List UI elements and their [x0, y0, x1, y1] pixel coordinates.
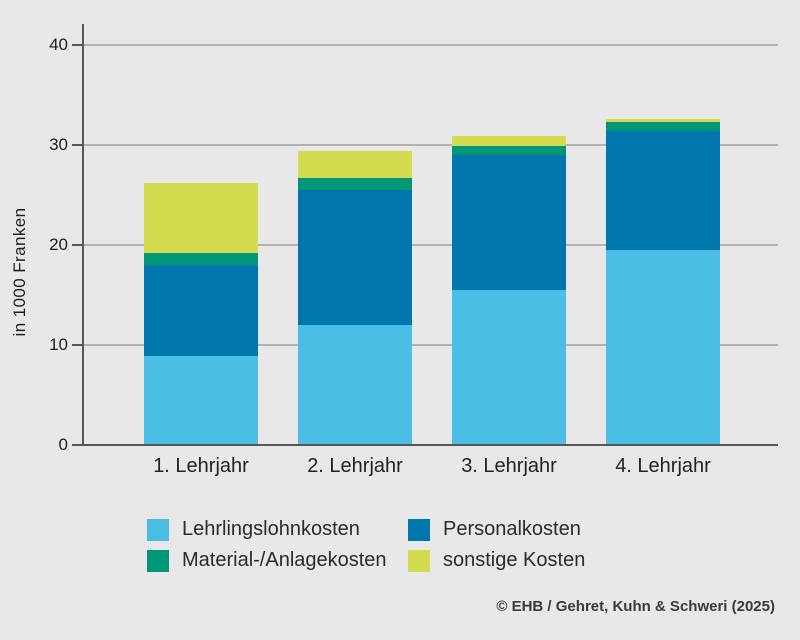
bar-segment-material-anlagekosten [452, 146, 566, 155]
bar-segment-material-anlagekosten [298, 178, 412, 190]
y-tick-label-10: 10 [49, 335, 68, 354]
y-tick-label-0: 0 [58, 435, 68, 454]
legend-swatch-icon [147, 549, 169, 572]
bar-segment-sonstige-kosten [606, 119, 720, 122]
bar-2-lehrjahr [298, 151, 412, 445]
bar-segment-personalkosten [606, 131, 720, 250]
bar-4-lehrjahr [606, 119, 720, 445]
y-tick-label-40: 40 [49, 35, 68, 54]
y-axis-tick-40 [72, 44, 84, 46]
legend-item-personalkosten: Personalkosten [408, 518, 585, 541]
legend-label: Material-/Anlagekosten [182, 549, 387, 571]
bar-segment-lehrlingslohnkosten [144, 356, 258, 445]
bar-segment-lehrlingslohnkosten [452, 290, 566, 445]
legend-label: Personalkosten [443, 518, 581, 540]
x-axis-label-2: 2. Lehrjahr [307, 455, 403, 477]
x-axis-line [72, 444, 778, 446]
legend-item-material-anlagekosten: Material-/Anlagekosten [147, 549, 408, 572]
x-axis-label-4: 4. Lehrjahr [615, 455, 711, 477]
x-axis-label-1: 1. Lehrjahr [153, 455, 249, 477]
bar-segment-personalkosten [144, 265, 258, 356]
legend-swatch-icon [408, 518, 430, 541]
legend-label: sonstige Kosten [443, 549, 586, 571]
bar-segment-sonstige-kosten [298, 151, 412, 178]
y-axis-tick-20 [72, 244, 84, 246]
bar-segment-lehrlingslohnkosten [606, 250, 720, 445]
y-tick-label-30: 30 [49, 135, 68, 154]
bar-segment-personalkosten [298, 190, 412, 325]
bar-segment-personalkosten [452, 155, 566, 290]
legend: Lehrlingslohnkosten Personalkosten Materia… [147, 518, 585, 572]
x-axis-label-3: 3. Lehrjahr [461, 455, 557, 477]
bar-1-lehrjahr [144, 183, 258, 445]
y-axis-tick-30 [72, 144, 84, 146]
legend-item-sonstige-kosten: sonstige Kosten [408, 549, 585, 572]
y-axis-tick-10 [72, 344, 84, 346]
bar-segment-sonstige-kosten [452, 136, 566, 146]
y-tick-label-20: 20 [49, 235, 68, 254]
y-axis-tick-0 [72, 444, 84, 446]
gridline-20 [84, 244, 778, 246]
legend-swatch-icon [408, 549, 430, 572]
plot-area [84, 25, 778, 445]
bar-3-lehrjahr [452, 136, 566, 445]
attribution-text: © EHB / Gehret, Kuhn & Schweri (2025) [496, 598, 775, 615]
y-axis-line [82, 24, 84, 446]
bar-segment-sonstige-kosten [144, 183, 258, 253]
bar-segment-lehrlingslohnkosten [298, 325, 412, 445]
bar-segment-material-anlagekosten [606, 122, 720, 131]
gridline-10 [84, 344, 778, 346]
legend-swatch-icon [147, 518, 169, 541]
gridline-30 [84, 144, 778, 146]
y-axis-title: in 1000 Franken [10, 207, 29, 337]
bar-segment-material-anlagekosten [144, 253, 258, 265]
legend-label: Lehrlingslohnkosten [182, 518, 360, 540]
gridline-40 [84, 44, 778, 46]
legend-item-lehrlingslohnkosten: Lehrlingslohnkosten [147, 518, 408, 541]
